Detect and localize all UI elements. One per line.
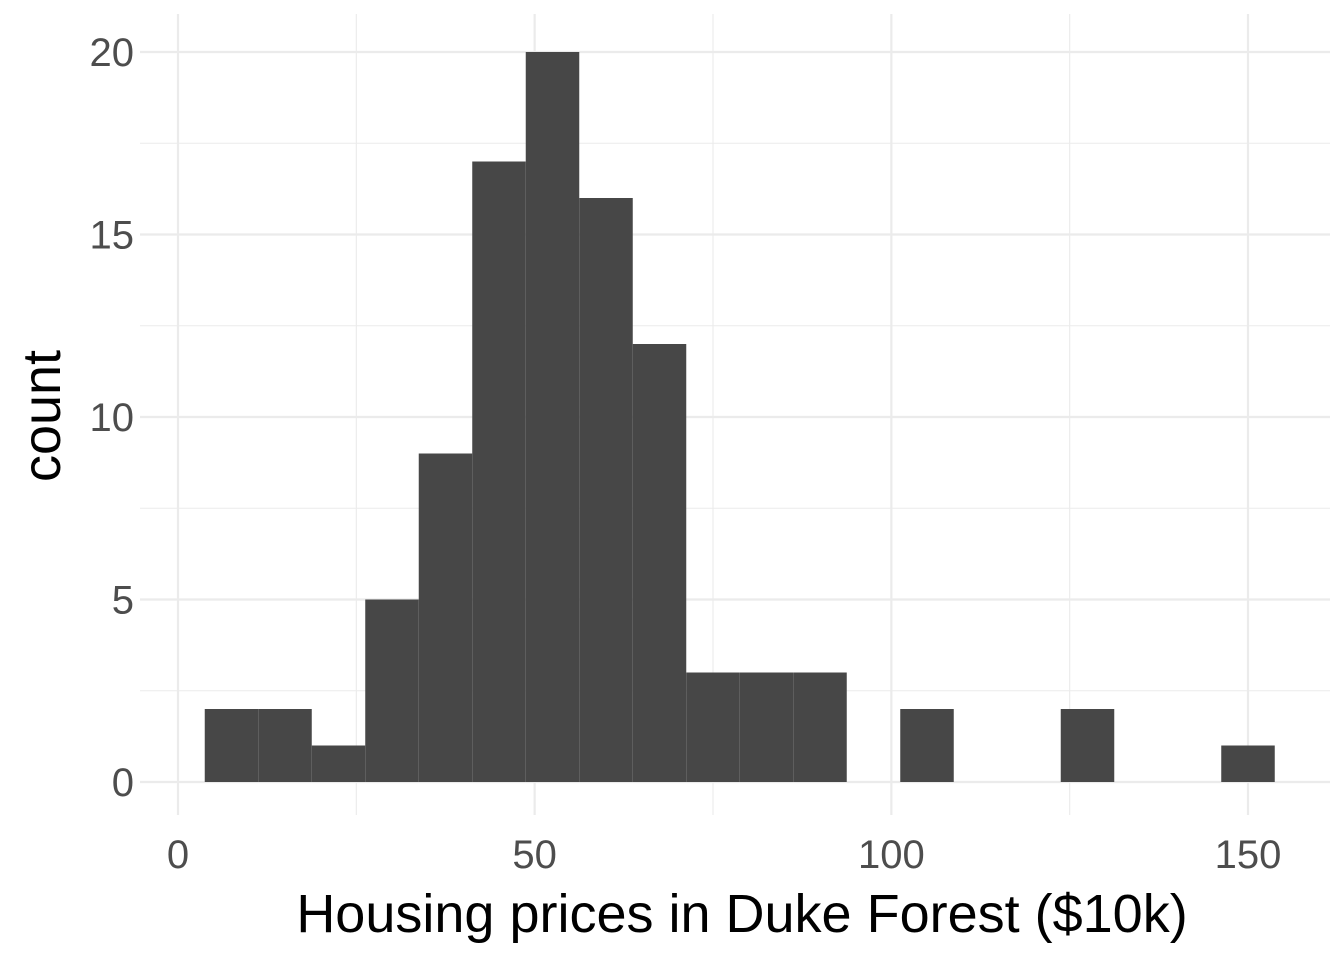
x-axis-title: Housing prices in Duke Forest ($10k) — [296, 884, 1187, 944]
histogram-bar — [418, 453, 473, 782]
y-tick-label: 10 — [90, 396, 135, 440]
histogram-bar — [204, 709, 259, 782]
histogram-bar — [311, 745, 366, 782]
histogram-bar — [258, 709, 312, 782]
x-tick-label: 50 — [512, 833, 557, 877]
y-axis-tick-labels: 0 5 10 15 20 — [90, 31, 135, 805]
histogram-bars — [204, 52, 1275, 782]
histogram-bar — [793, 672, 847, 782]
histogram-bar — [900, 709, 954, 782]
y-tick-label: 20 — [90, 31, 135, 75]
y-axis-title: count — [12, 350, 72, 482]
x-axis-tick-labels: 0 50 100 150 — [167, 833, 1282, 877]
y-tick-label: 5 — [112, 579, 134, 623]
histogram-bar — [739, 672, 794, 782]
histogram-bar — [525, 52, 580, 782]
histogram-bar — [1060, 709, 1115, 782]
histogram-bar — [632, 344, 687, 782]
histogram-bar — [579, 198, 633, 782]
y-tick-label: 0 — [112, 761, 134, 805]
x-tick-label: 0 — [167, 833, 189, 877]
histogram-bar — [686, 672, 740, 782]
x-tick-label: 150 — [1215, 833, 1282, 877]
x-tick-label: 100 — [858, 833, 925, 877]
histogram-bar — [1221, 745, 1275, 782]
y-tick-label: 15 — [90, 214, 135, 258]
histogram-bar — [472, 161, 526, 782]
histogram-bar — [365, 599, 419, 782]
